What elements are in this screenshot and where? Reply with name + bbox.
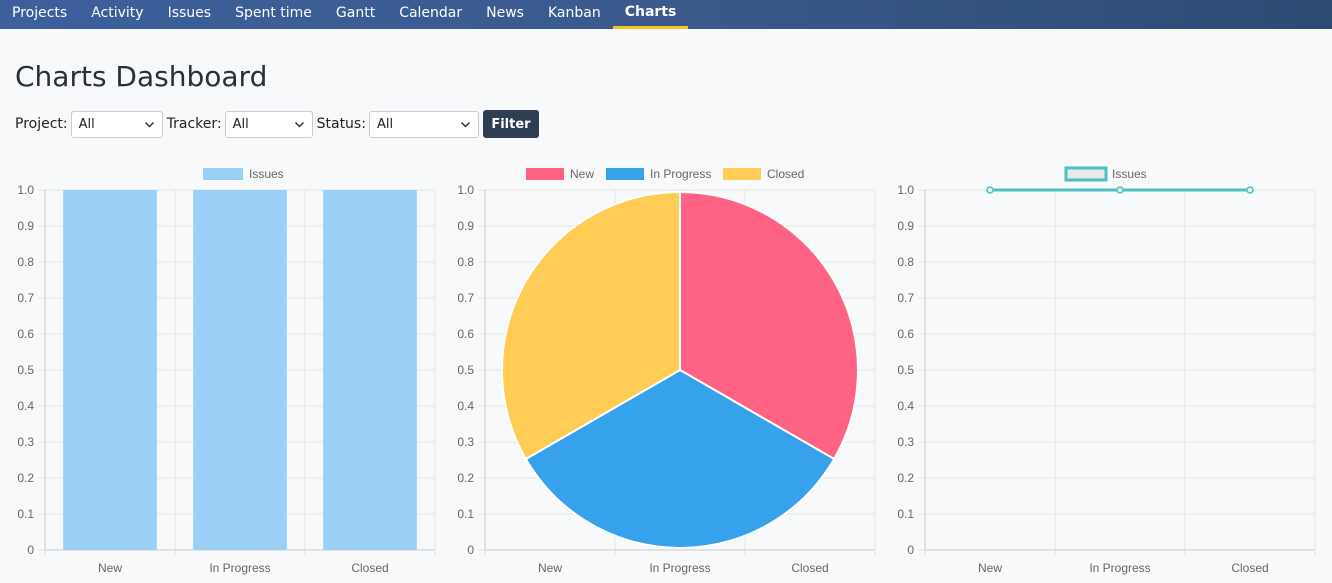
x-tick-label: Closed [791, 561, 828, 575]
pie-chart: 1.0 0.9 0.8 0.7 0.6 0.5 0.4 0.3 0.2 0.1 0 New In Pro… [440, 160, 880, 580]
y-tick-label: 0.8 [897, 255, 914, 269]
y-tick-label: 1.0 [457, 183, 474, 197]
nav-calendar[interactable]: Calendar [399, 5, 463, 21]
y-tick-label: 0.7 [457, 291, 474, 305]
y-tick-label: 0.5 [457, 363, 474, 377]
pie-slice [679, 190, 859, 461]
nav-kanban[interactable]: Kanban [547, 5, 601, 21]
legend-swatch [1064, 166, 1108, 182]
chevron-down-icon [144, 121, 154, 128]
legend-swatch [723, 168, 761, 180]
filter-button[interactable]: Filter [482, 110, 539, 138]
legend-label: Closed [767, 167, 804, 181]
y-tick-label: 0.2 [17, 471, 34, 485]
tracker-filter-label: Tracker: [166, 116, 222, 132]
tracker-select[interactable]: All [224, 110, 313, 138]
y-tick-label: 0.3 [457, 435, 474, 449]
tracker-select-value: All [232, 116, 249, 132]
bar [193, 190, 287, 550]
y-tick-label: 0.6 [897, 327, 914, 341]
y-tick-label: 0.5 [17, 363, 34, 377]
bar-chart-canvas: 1.0 0.9 0.8 0.7 0.6 0.5 0.4 0.3 0.2 0.1 0 New In Pro… [17, 167, 436, 575]
x-tick-label: In Progress [1089, 561, 1150, 575]
line-chart: 1.0 0.9 0.8 0.7 0.6 0.5 0.4 0.3 0.2 0.1 0 New In Pro… [880, 160, 1320, 580]
nav-charts[interactable]: Charts [612, 0, 689, 29]
legend: Issues [1064, 166, 1147, 182]
nav-activity[interactable]: Activity [91, 5, 144, 21]
y-tick-label: 1.0 [897, 183, 914, 197]
y-tick-label: 0.1 [457, 507, 474, 521]
pie-slice [501, 190, 681, 461]
legend-label: New [570, 167, 594, 181]
y-tick-label: 0.1 [897, 507, 914, 521]
top-menu: Projects Activity Issues Spent time Gant… [0, 0, 1332, 29]
chevron-down-icon [294, 121, 304, 128]
x-tick-label: New [538, 561, 562, 575]
status-select[interactable]: All [368, 110, 479, 138]
y-tick-label: 0.9 [897, 219, 914, 233]
y-tick-label: 0.4 [457, 399, 474, 413]
legend: Issues [203, 167, 284, 181]
legend-swatch [606, 168, 644, 180]
nav-spent-time[interactable]: Spent time [235, 5, 312, 21]
legend-label: Issues [1112, 167, 1147, 181]
x-tick-label: Closed [351, 561, 388, 575]
pie-chart-canvas: 1.0 0.9 0.8 0.7 0.6 0.5 0.4 0.3 0.2 0.1 0 New In Pro… [457, 167, 876, 575]
bar [63, 190, 157, 550]
y-tick-label: 0.9 [17, 219, 34, 233]
project-select[interactable]: All [70, 110, 163, 138]
line-point [986, 186, 994, 194]
y-tick-label: 0 [907, 543, 914, 557]
filter-bar: Project: All Tracker: All Status: All Fi… [15, 110, 539, 138]
y-tick-label: 0.9 [457, 219, 474, 233]
y-tick-label: 0.3 [897, 435, 914, 449]
y-tick-label: 0.3 [17, 435, 34, 449]
y-tick-label: 0 [27, 543, 34, 557]
nav-gantt[interactable]: Gantt [335, 5, 376, 21]
y-tick-label: 0.8 [457, 255, 474, 269]
bar [323, 190, 417, 550]
y-tick-label: 0.7 [17, 291, 34, 305]
nav-projects[interactable]: Projects [12, 5, 68, 21]
y-tick-label: 0 [467, 543, 474, 557]
legend-swatch [203, 168, 243, 180]
chevron-down-icon [460, 121, 470, 128]
project-select-value: All [78, 116, 95, 132]
bar-chart: 1.0 0.9 0.8 0.7 0.6 0.5 0.4 0.3 0.2 0.1 0 New In Pro… [0, 160, 440, 580]
y-tick-label: 0.4 [897, 399, 914, 413]
y-tick-label: 0.8 [17, 255, 34, 269]
legend-label: In Progress [650, 167, 711, 181]
x-tick-label: New [978, 561, 1002, 575]
x-tick-label: In Progress [649, 561, 710, 575]
page-title: Charts Dashboard [15, 60, 268, 93]
y-tick-label: 0.1 [17, 507, 34, 521]
y-tick-label: 0.7 [897, 291, 914, 305]
y-tick-label: 0.5 [897, 363, 914, 377]
legend: New In Progress Closed [526, 167, 804, 181]
line-point [1246, 186, 1254, 194]
y-tick-label: 0.2 [897, 471, 914, 485]
y-tick-label: 0.4 [17, 399, 34, 413]
line-chart-canvas: 1.0 0.9 0.8 0.7 0.6 0.5 0.4 0.3 0.2 0.1 0 New In Pro… [897, 166, 1316, 575]
legend-label: Issues [249, 167, 284, 181]
y-tick-label: 0.6 [17, 327, 34, 341]
y-tick-label: 0.2 [457, 471, 474, 485]
x-tick-label: Closed [1231, 561, 1268, 575]
project-filter-label: Project: [15, 116, 68, 132]
y-tick-label: 1.0 [17, 183, 34, 197]
status-filter-label: Status: [316, 116, 366, 132]
x-tick-label: In Progress [209, 561, 270, 575]
status-select-value: All [376, 116, 394, 132]
line-point [1116, 186, 1124, 194]
y-tick-label: 0.6 [457, 327, 474, 341]
x-tick-label: New [98, 561, 122, 575]
nav-news[interactable]: News [486, 5, 524, 21]
nav-issues[interactable]: Issues [167, 5, 212, 21]
legend-swatch [526, 168, 564, 180]
